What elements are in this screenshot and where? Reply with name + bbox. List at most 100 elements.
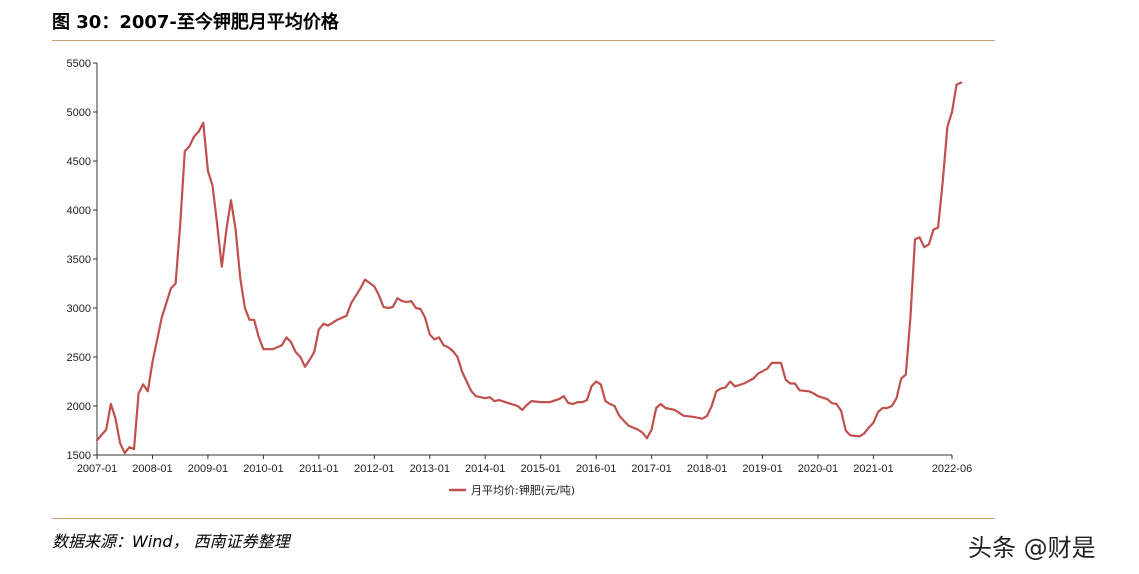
data-point [392,306,394,308]
data-point [789,382,791,385]
data-point [142,383,144,385]
x-tick-label: 2009-01 [188,463,228,475]
y-tick-label: 3500 [67,254,91,266]
data-point [114,418,117,420]
data-point [304,366,306,368]
data-point [558,398,560,400]
data-point [951,111,953,113]
data-point [826,398,828,400]
data-point [456,356,459,358]
data-point [419,308,422,310]
data-point [808,390,810,392]
data-point [886,407,888,409]
data-point [724,386,727,388]
data-point [849,434,851,436]
data-point [637,428,639,431]
data-point [701,418,704,420]
data-point [179,224,181,226]
y-tick-label: 5000 [67,107,91,119]
top-rule [52,40,995,41]
data-point [919,236,921,238]
data-point [831,402,833,404]
data-point [230,199,232,201]
data-point [771,362,773,364]
x-tick-label: 2014-01 [465,463,505,475]
data-point [262,348,264,350]
data-point [378,294,380,296]
data-point [581,401,583,403]
data-point [258,336,260,338]
data-point [424,317,426,319]
data-point [627,425,630,427]
data-point [387,307,389,309]
data-point [466,380,468,383]
data-point [415,307,417,309]
data-point [692,416,694,418]
x-tick-label: 2021-01 [853,463,893,475]
x-tick-label: 2010-01 [243,463,283,475]
data-point [313,351,315,353]
data-point [170,287,172,289]
data-point [309,359,311,361]
data-point [683,415,685,417]
data-point [706,415,708,417]
data-point [498,399,500,401]
data-point [711,405,713,407]
x-tick-label: 2019-01 [742,463,782,475]
legend-label: 月平均价:钾肥(元/吨) [471,483,575,497]
data-point [211,184,214,187]
data-point [452,350,454,352]
data-point [225,229,227,231]
data-point [674,409,676,411]
y-tick-label: 3000 [67,303,91,315]
data-point [373,285,375,287]
figure-title: 图 30：2007-至今钾肥月平均价格 [52,12,339,33]
data-point [651,428,653,431]
y-tick-label: 4000 [67,205,91,217]
data-point [877,411,879,413]
data-point [239,278,241,280]
series-line-potash-price [95,81,963,455]
data-point [946,126,949,128]
legend: 月平均价:钾肥(元/吨) [449,483,575,497]
data-point [359,287,361,289]
data-point [845,429,847,432]
data-point [299,356,301,358]
data-point [891,405,893,407]
data-point [734,385,736,387]
data-point [960,82,962,84]
data-point [484,397,486,399]
data-point [493,400,496,402]
data-point [396,297,398,299]
data-point [623,420,625,422]
data-point [798,389,801,391]
x-tick-label: 2012-01 [354,463,394,475]
data-point [729,380,731,383]
data-point [272,348,274,350]
series-area [95,81,963,455]
data-point [461,371,463,373]
data-point [595,380,597,383]
data-point [248,319,251,321]
data-point [932,229,935,231]
data-point [614,405,616,407]
data-point [766,368,768,370]
data-point [678,412,680,414]
source-note: 数据来源：Wind， 西南证券整理 [52,532,290,551]
data-point [715,390,717,392]
data-point [447,346,449,348]
data-point [923,246,925,248]
x-tick-label: 2020-01 [798,463,838,475]
data-point [290,341,292,343]
x-tick-label: 2011-01 [299,463,339,475]
data-point [285,336,288,338]
data-point [609,403,611,405]
data-point [521,409,523,411]
data-point [327,325,329,327]
data-point [600,383,602,385]
x-tick-label: 2018-01 [687,463,727,475]
data-point [318,329,320,331]
data-point [221,266,223,268]
data-point [346,315,348,317]
